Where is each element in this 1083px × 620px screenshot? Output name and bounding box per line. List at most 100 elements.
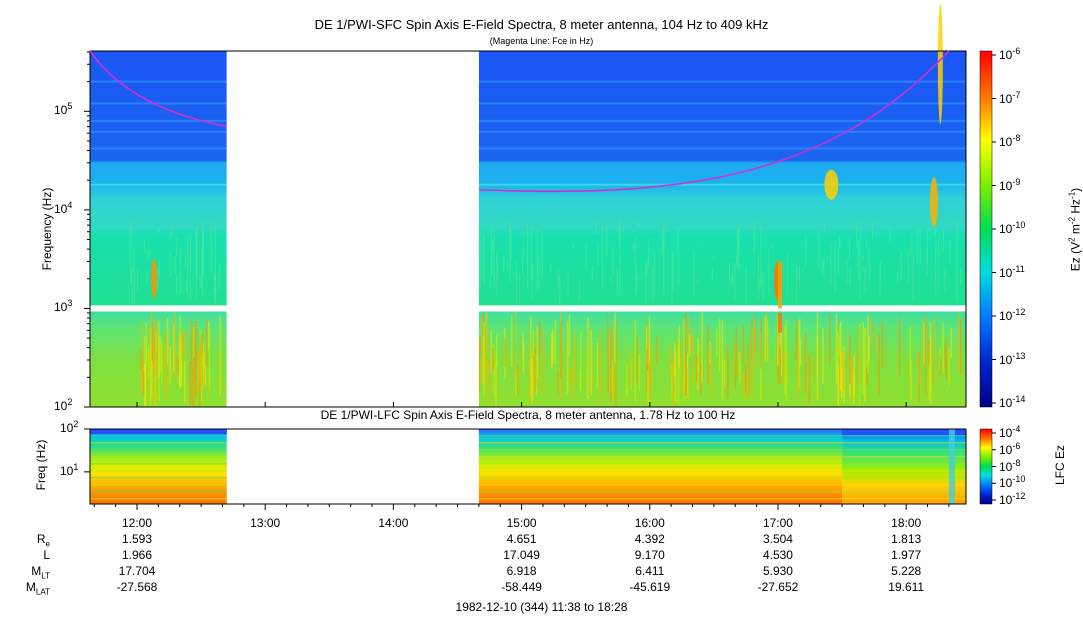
emission-streak bbox=[149, 248, 151, 257]
emission-streak bbox=[646, 257, 648, 277]
emission-streak bbox=[739, 362, 741, 384]
lfc-top-band bbox=[90, 429, 227, 434]
emission-streak bbox=[183, 361, 186, 402]
emission-streak bbox=[857, 240, 859, 279]
emission-streak bbox=[149, 327, 152, 407]
emission-streak bbox=[779, 344, 781, 385]
emission-streak bbox=[597, 243, 599, 266]
auroral-emission bbox=[777, 312, 782, 333]
emission-streak bbox=[158, 366, 160, 379]
ephemeris-value: 1.977 bbox=[891, 548, 922, 562]
x-tick-label: 14:00 bbox=[378, 516, 409, 530]
emission-streak bbox=[848, 237, 851, 261]
emission-streak bbox=[907, 262, 909, 283]
y-tick-label: 105 bbox=[54, 101, 73, 118]
emission-streak bbox=[199, 276, 201, 288]
emission-streak bbox=[928, 363, 931, 400]
emission-streak bbox=[495, 334, 498, 366]
interference-line bbox=[90, 102, 227, 105]
emission-streak bbox=[559, 275, 561, 305]
sfc-high-band-block bbox=[90, 51, 227, 306]
emission-streak bbox=[862, 321, 864, 395]
sfc-colorbar-tick-label: 10-6 bbox=[999, 46, 1021, 62]
emission-streak bbox=[195, 226, 198, 299]
emission-streak bbox=[205, 319, 208, 368]
emission-streak bbox=[799, 318, 801, 367]
emission-streak bbox=[591, 266, 593, 281]
lfc-band bbox=[478, 470, 966, 472]
sfc-colorbar bbox=[979, 50, 993, 408]
band-separator bbox=[90, 305, 966, 312]
emission-streak bbox=[734, 262, 736, 301]
interference-line bbox=[478, 102, 966, 105]
lfc-band bbox=[478, 442, 966, 444]
emission-streak bbox=[688, 334, 691, 357]
emission-streak bbox=[805, 234, 807, 267]
emission-streak bbox=[626, 364, 628, 398]
fce-line-group bbox=[89, 50, 950, 193]
emission-streak bbox=[130, 220, 132, 284]
emission-streak bbox=[619, 225, 621, 297]
emission-streak bbox=[721, 319, 724, 401]
emission-streak bbox=[686, 368, 688, 396]
emission-streak bbox=[762, 269, 764, 300]
sfc-colorbar-tick-label: 10-12 bbox=[999, 307, 1026, 323]
emission-streak bbox=[736, 255, 738, 266]
emission-streak bbox=[846, 258, 848, 284]
emission-streak bbox=[150, 330, 153, 381]
emission-streak bbox=[492, 347, 494, 372]
emission-streak bbox=[646, 349, 648, 371]
emission-streak bbox=[956, 221, 958, 302]
emission-streak bbox=[193, 326, 195, 358]
emission-streak bbox=[939, 356, 942, 376]
emission-streak bbox=[732, 265, 734, 286]
emission-streak bbox=[529, 340, 532, 403]
lfc-colorbar-label: LFC Ez bbox=[1053, 445, 1067, 486]
emission-streak bbox=[918, 352, 920, 402]
ephemeris-value: 17.049 bbox=[503, 548, 540, 562]
emission-streak bbox=[934, 229, 936, 237]
emission-streak bbox=[531, 263, 533, 299]
emission-streak bbox=[184, 255, 187, 267]
emission-streak bbox=[678, 324, 680, 369]
emission-streak bbox=[218, 271, 220, 291]
sfc-colorbar-tick-label: 10-13 bbox=[999, 350, 1026, 367]
emission-streak bbox=[737, 229, 739, 270]
interference-line bbox=[90, 80, 227, 83]
ephemeris-value: -27.652 bbox=[757, 580, 799, 594]
emission-streak bbox=[204, 365, 207, 386]
emission-streak bbox=[648, 238, 650, 268]
emission-streak bbox=[579, 370, 582, 391]
emission-streak bbox=[570, 369, 572, 387]
emission-streak bbox=[798, 345, 800, 397]
lfc-y-tick-label: 101 bbox=[60, 461, 79, 478]
x-tick-label: 12:00 bbox=[121, 516, 153, 530]
emission-streak bbox=[133, 273, 136, 306]
emission-streak bbox=[160, 336, 162, 373]
ephemeris-label: MLT bbox=[31, 564, 50, 581]
emission-streak bbox=[661, 227, 664, 255]
emission-streak bbox=[843, 345, 845, 404]
lfc-band bbox=[90, 477, 227, 479]
emission-streak bbox=[871, 222, 874, 241]
emission-streak bbox=[840, 366, 843, 399]
sfc-subtitle: (Magenta Line: Fce in Hz) bbox=[489, 36, 594, 46]
lfc-band bbox=[90, 435, 227, 437]
emission-streak bbox=[671, 363, 673, 399]
sfc-panel-frame bbox=[89, 50, 967, 408]
emission-streak bbox=[677, 226, 679, 284]
emission-streak bbox=[202, 228, 205, 276]
emission-streak bbox=[542, 327, 545, 395]
emission-streak bbox=[560, 322, 562, 379]
emission-streak bbox=[858, 323, 861, 406]
emission-streak bbox=[713, 254, 715, 260]
emission-streak bbox=[910, 232, 912, 257]
interference-line bbox=[90, 147, 227, 150]
emission-streak bbox=[823, 223, 825, 233]
emission-streak bbox=[849, 335, 851, 384]
emission-streak bbox=[727, 346, 729, 398]
emission-streak bbox=[632, 243, 634, 250]
emission-streak bbox=[611, 359, 613, 401]
emission-streak bbox=[179, 333, 181, 386]
